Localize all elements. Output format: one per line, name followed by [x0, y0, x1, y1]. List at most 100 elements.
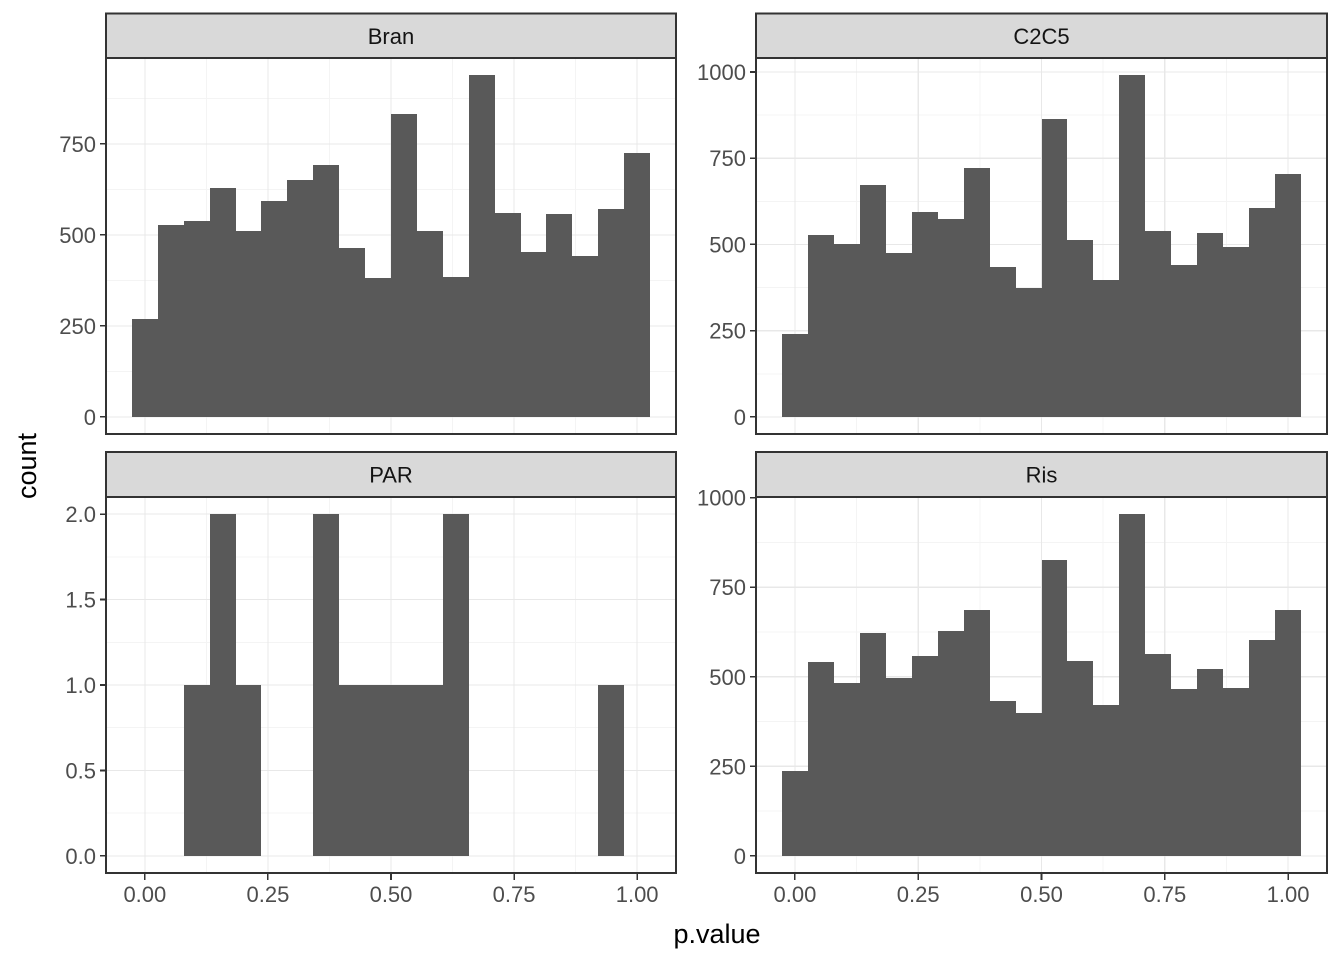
histogram-bar [1145, 654, 1171, 856]
y-tick-label: 0 [734, 844, 746, 869]
histogram-bar [443, 514, 469, 856]
x-tick-label: 0.50 [1020, 882, 1063, 907]
y-tick-label: 0 [84, 405, 96, 430]
y-tick-label: 0 [734, 405, 746, 430]
facet-C2C5: C2C5 0 250 500 750 1000 [697, 12, 1328, 435]
facet-PAR: PAR 0.0 0.5 1.0 1.5 2.0 0.00 0.25 0.50 0.75 1.00 [65, 451, 677, 907]
facet-strip-title: C2C5 [1013, 24, 1069, 49]
histogram-bar [313, 514, 339, 856]
histogram-bar [572, 256, 598, 417]
y-tick-label: 500 [709, 665, 746, 690]
histogram-bar [210, 514, 236, 856]
histogram-bar [1093, 705, 1119, 856]
histogram-bar [1042, 560, 1067, 856]
histogram-bar [1067, 661, 1093, 856]
histogram-bar [391, 685, 417, 856]
facet-strip-title: Bran [368, 24, 414, 49]
histogram-bar [469, 75, 495, 417]
histogram-bar [1067, 240, 1093, 417]
facet-panels: Bran 0 250 500 750 C2C5 0 250 500 750 1000 PAR 0.0 0.… [59, 12, 1328, 907]
histogram-bar [236, 685, 261, 856]
x-tick-label: 0.25 [897, 882, 940, 907]
histogram-bar [1197, 233, 1223, 417]
y-tick-label: 1.0 [65, 673, 96, 698]
y-tick-label: 500 [59, 223, 96, 248]
x-axis-title: p.value [673, 919, 760, 949]
histogram-bar [598, 685, 624, 856]
y-tick-label: 1000 [697, 486, 746, 511]
x-tick-label: 0.75 [493, 882, 536, 907]
histogram-bar [546, 214, 572, 417]
histogram-bar [1016, 713, 1042, 856]
y-axis-title: count [12, 432, 42, 499]
histogram-bar [624, 153, 650, 417]
histogram-bar [417, 685, 443, 856]
x-tick-label: 0.00 [123, 882, 166, 907]
facet-strip [105, 451, 677, 498]
histogram-bar [1016, 288, 1042, 417]
histogram-bar [184, 685, 210, 856]
histogram-bar [886, 253, 912, 417]
facet-Bran: Bran 0 250 500 750 [59, 12, 677, 435]
histogram-bar [1171, 689, 1197, 856]
histogram-bar [365, 685, 391, 856]
histogram-bar [1145, 231, 1171, 417]
histogram-bar [860, 185, 886, 417]
histogram-bar [964, 168, 990, 417]
histogram-bar [1119, 514, 1145, 856]
x-tick-label: 0.25 [247, 882, 290, 907]
y-tick-label: 750 [709, 146, 746, 171]
y-tick-label: 0.0 [65, 844, 96, 869]
x-tick-label: 0.75 [1143, 882, 1186, 907]
histogram-bar [834, 683, 860, 856]
y-tick-label: 1.5 [65, 588, 96, 613]
histogram-bar [417, 231, 443, 417]
histogram-bar [912, 212, 938, 417]
histogram-bar [443, 277, 469, 417]
histogram-bar [236, 231, 261, 417]
facet-strip-title: PAR [369, 463, 413, 488]
histogram-bar [261, 201, 287, 417]
histogram-bar [1119, 75, 1145, 417]
histogram-bar [1249, 208, 1275, 417]
histogram-bar [313, 165, 339, 417]
histogram-bar [1275, 610, 1301, 856]
facet-strip-title: Ris [1026, 463, 1058, 488]
histogram-bar [339, 248, 365, 417]
histogram-bar [184, 221, 210, 417]
histogram-bar [782, 334, 808, 417]
histogram-bar [1171, 265, 1197, 417]
x-tick-label: 1.00 [616, 882, 659, 907]
y-tick-label: 250 [709, 754, 746, 779]
histogram-bar [808, 235, 834, 417]
y-tick-label: 500 [709, 232, 746, 257]
histogram-bar [938, 219, 964, 417]
x-tick-label: 0.00 [774, 882, 817, 907]
histogram-bar [158, 225, 184, 417]
histogram-bar [1223, 688, 1249, 856]
histogram-bar [1223, 247, 1249, 417]
y-tick-label: 750 [59, 132, 96, 157]
histogram-bar [210, 188, 236, 417]
histogram-bar [912, 656, 938, 856]
x-tick-label: 1.00 [1267, 882, 1310, 907]
histogram-bar [860, 633, 886, 856]
histogram-bar [132, 319, 158, 417]
y-tick-label: 750 [709, 575, 746, 600]
histogram-bar [808, 662, 834, 856]
y-tick-label: 2.0 [65, 502, 96, 527]
facet-strip [105, 12, 677, 59]
histogram-bar [990, 701, 1016, 856]
histogram-bar [1249, 640, 1275, 856]
histogram-bar [990, 267, 1016, 417]
histogram-bar [1093, 280, 1119, 417]
facet-Ris: Ris 0 250 500 750 1000 0.00 0.25 0.50 0.75 1.00 [697, 451, 1328, 907]
facet-strip [755, 451, 1328, 498]
histogram-bar [391, 114, 417, 417]
histogram-bar [1042, 119, 1067, 417]
histogram-bar [964, 610, 990, 856]
y-tick-label: 1000 [697, 60, 746, 85]
x-tick-label: 0.50 [370, 882, 413, 907]
